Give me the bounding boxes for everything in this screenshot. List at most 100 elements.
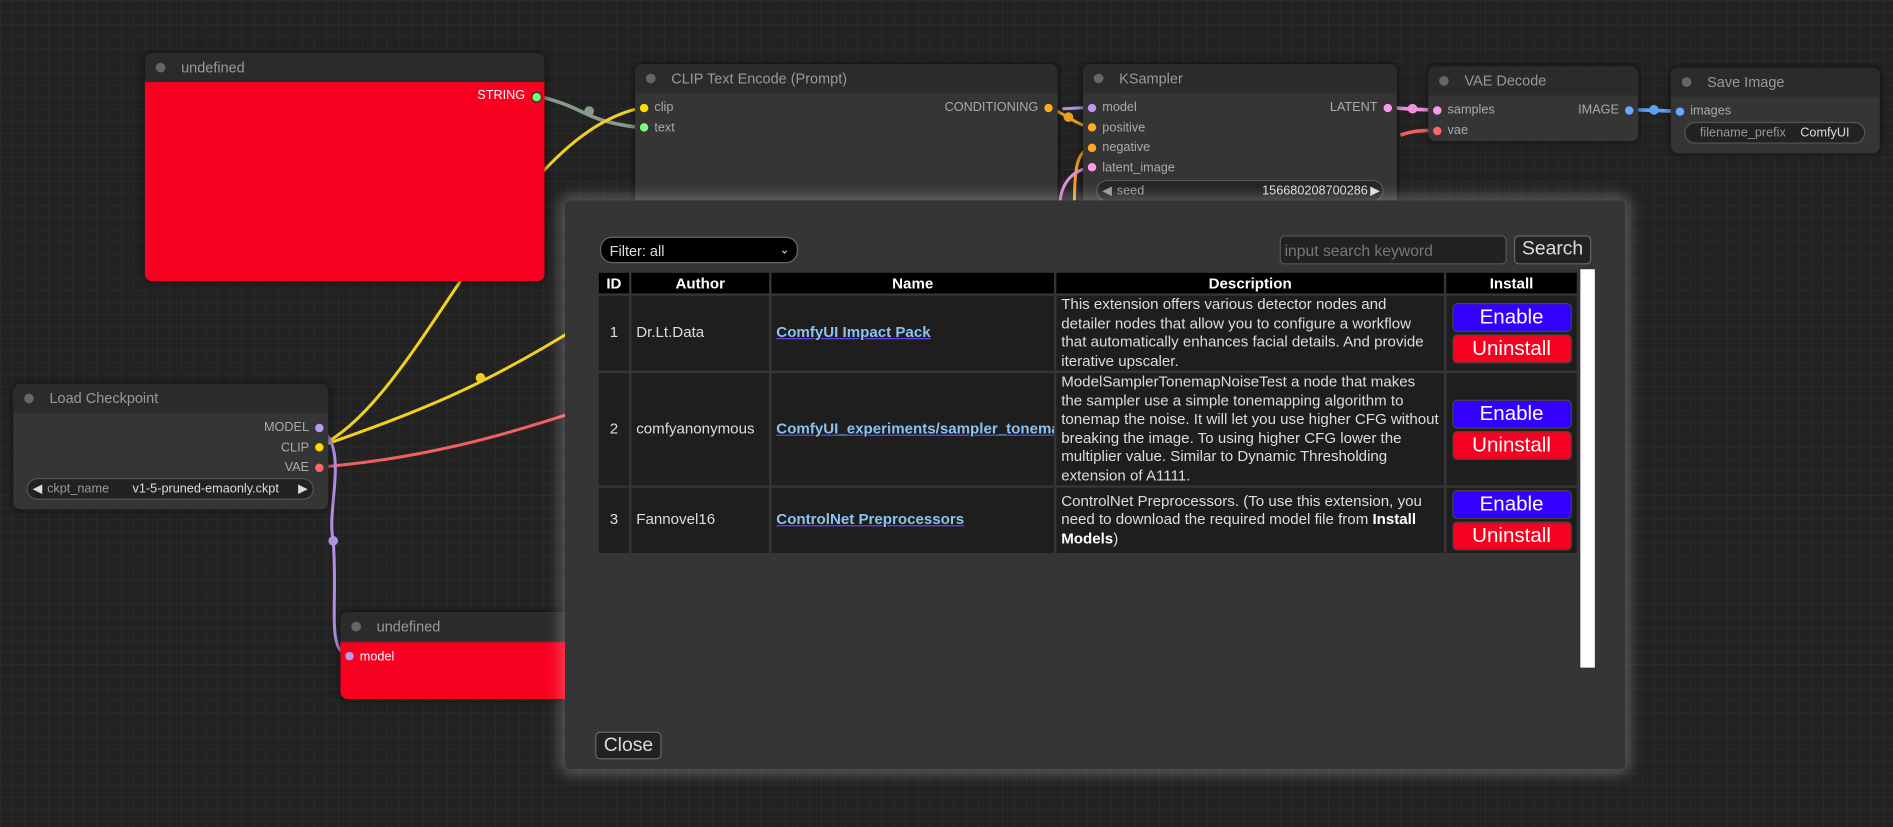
description-text: ControlNet Preprocessors. (To use this e… bbox=[1061, 492, 1422, 528]
collapse-dot-icon[interactable] bbox=[24, 393, 34, 404]
table-row: 1 Dr.Lt.Data ComfyUI Impact Pack This ex… bbox=[596, 293, 1580, 374]
input-dot[interactable] bbox=[1675, 107, 1685, 116]
node-title: KSampler bbox=[1119, 70, 1183, 87]
input-dot[interactable] bbox=[1087, 103, 1097, 113]
node-title: undefined bbox=[376, 618, 441, 636]
input-dot[interactable] bbox=[1433, 126, 1442, 136]
column-header-name: Name bbox=[769, 270, 1057, 296]
output-model: MODEL bbox=[263, 420, 310, 435]
node-title: undefined bbox=[181, 59, 245, 77]
collapse-dot-icon[interactable] bbox=[155, 62, 166, 73]
decrement-arrow-icon[interactable]: ◀ bbox=[32, 481, 43, 497]
increment-arrow-icon[interactable]: ▶ bbox=[298, 481, 308, 497]
seed-widget[interactable]: ◀ seed 156680208700286 ▶ bbox=[1096, 179, 1384, 202]
output-conditioning: CONDITIONING bbox=[944, 100, 1039, 115]
input-clip: clip bbox=[654, 100, 674, 115]
output-dot[interactable] bbox=[315, 423, 324, 433]
input-dot[interactable] bbox=[639, 123, 649, 132]
extension-link[interactable]: ControlNet Preprocessors bbox=[776, 510, 965, 528]
node-title: VAE Decode bbox=[1464, 72, 1547, 90]
uninstall-button[interactable]: Uninstall bbox=[1451, 521, 1572, 551]
output-vae: VAE bbox=[284, 459, 310, 475]
input-latent-image: latent_image bbox=[1102, 160, 1175, 176]
input-dot[interactable] bbox=[1087, 123, 1097, 132]
node-undefined-bottom[interactable]: undefined model bbox=[340, 612, 582, 700]
input-positive: positive bbox=[1102, 120, 1146, 136]
output-dot[interactable] bbox=[315, 443, 324, 452]
description-text: ) bbox=[1113, 529, 1119, 547]
table-scrollbar[interactable] bbox=[1580, 269, 1595, 668]
input-dot[interactable] bbox=[1087, 162, 1097, 172]
node-title: Save Image bbox=[1707, 73, 1785, 91]
filename-prefix-widget[interactable]: filename_prefix ComfyUI bbox=[1684, 121, 1866, 144]
output-dot[interactable] bbox=[531, 91, 543, 103]
input-images: images bbox=[1690, 103, 1732, 119]
node-body bbox=[144, 82, 545, 282]
wire-dot bbox=[475, 373, 486, 383]
output-image: IMAGE bbox=[1578, 102, 1619, 118]
input-model: model bbox=[359, 649, 395, 665]
node-title: Load Checkpoint bbox=[49, 389, 159, 407]
row-author: Fannovel16 bbox=[629, 485, 772, 556]
uninstall-button[interactable]: Uninstall bbox=[1451, 334, 1572, 364]
install-models-text: Install Models bbox=[1061, 510, 1417, 547]
output-string: STRING bbox=[477, 88, 526, 103]
collapse-dot-icon[interactable] bbox=[351, 621, 361, 632]
extension-link[interactable]: ComfyUI_experiments/sampler_tonemap bbox=[776, 419, 1056, 437]
wire-dot bbox=[584, 106, 594, 116]
ckpt-name-widget[interactable]: ◀ ckpt_name v1-5-pruned-emaonly.ckpt ▶ bbox=[26, 478, 314, 500]
custom-nodes-manager-dialog: Filter: all ⌄ input search keyword Search… bbox=[565, 200, 1626, 770]
ckpt-value: v1-5-pruned-emaonly.ckpt bbox=[132, 481, 279, 497]
collapse-dot-icon[interactable] bbox=[1093, 73, 1104, 84]
enable-button[interactable]: Enable bbox=[1451, 490, 1572, 520]
enable-button[interactable]: Enable bbox=[1451, 399, 1572, 428]
node-undefined-top[interactable]: undefined STRING bbox=[144, 53, 545, 282]
input-dot[interactable] bbox=[345, 651, 354, 661]
input-vae: vae bbox=[1447, 123, 1469, 138]
input-dot[interactable] bbox=[1087, 143, 1097, 153]
enable-button[interactable]: Enable bbox=[1451, 303, 1572, 333]
row-author: Dr.Lt.Data bbox=[629, 293, 772, 374]
close-button[interactable]: Close bbox=[595, 731, 662, 760]
filter-select[interactable]: Filter: all ⌄ bbox=[600, 236, 799, 264]
extension-link[interactable]: ComfyUI Impact Pack bbox=[776, 323, 931, 341]
collapse-dot-icon[interactable] bbox=[1439, 76, 1449, 86]
output-dot[interactable] bbox=[1044, 103, 1053, 113]
input-dot[interactable] bbox=[1433, 106, 1442, 115]
collapse-dot-icon[interactable] bbox=[1681, 77, 1692, 87]
node-ksampler[interactable]: KSampler model positive negative latent_… bbox=[1082, 63, 1397, 221]
column-header-author: Author bbox=[629, 270, 772, 296]
input-negative: negative bbox=[1102, 140, 1151, 155]
column-header-install: Install bbox=[1443, 270, 1580, 296]
decrement-arrow-icon[interactable]: ◀ bbox=[1102, 183, 1113, 198]
input-dot[interactable] bbox=[639, 103, 649, 113]
output-dot[interactable] bbox=[315, 463, 324, 473]
output-latent: LATENT bbox=[1329, 100, 1378, 115]
output-dot[interactable] bbox=[1625, 106, 1634, 115]
output-dot[interactable] bbox=[1383, 103, 1393, 113]
row-description: ModelSamplerTonemapNoiseTest a node that… bbox=[1053, 370, 1447, 488]
increment-arrow-icon[interactable]: ▶ bbox=[1370, 183, 1380, 198]
wire-dot bbox=[1063, 112, 1074, 122]
row-author: comfyanonymous bbox=[629, 370, 772, 488]
row-id: 2 bbox=[596, 370, 632, 488]
node-vae-decode[interactable]: VAE Decode samples vae IMAGE bbox=[1428, 66, 1639, 142]
search-input[interactable]: input search keyword bbox=[1279, 235, 1507, 265]
uninstall-button[interactable]: Uninstall bbox=[1451, 430, 1572, 460]
wire-vae bbox=[318, 409, 580, 469]
wire-dot bbox=[328, 536, 339, 546]
collapse-dot-icon[interactable] bbox=[645, 73, 656, 84]
column-header-description: Description bbox=[1053, 270, 1447, 296]
table-row: 2 comfyanonymous ComfyUI_experiments/sam… bbox=[596, 370, 1580, 488]
node-save-image[interactable]: Save Image images filename_prefix ComfyUI bbox=[1670, 67, 1880, 154]
row-description: ControlNet Preprocessors. (To use this e… bbox=[1053, 485, 1447, 556]
node-load-checkpoint[interactable]: Load Checkpoint MODEL CLIP VAE ◀ ckpt_nam… bbox=[13, 383, 329, 510]
extensions-table: ID Author Name Description Install 1 Dr.… bbox=[596, 270, 1580, 556]
search-button[interactable]: Search bbox=[1513, 235, 1592, 265]
search-placeholder: input search keyword bbox=[1284, 241, 1433, 260]
input-model: model bbox=[1102, 100, 1137, 115]
wire-dot bbox=[1649, 105, 1659, 115]
prefix-value: ComfyUI bbox=[1800, 125, 1850, 141]
node-body bbox=[340, 642, 582, 700]
